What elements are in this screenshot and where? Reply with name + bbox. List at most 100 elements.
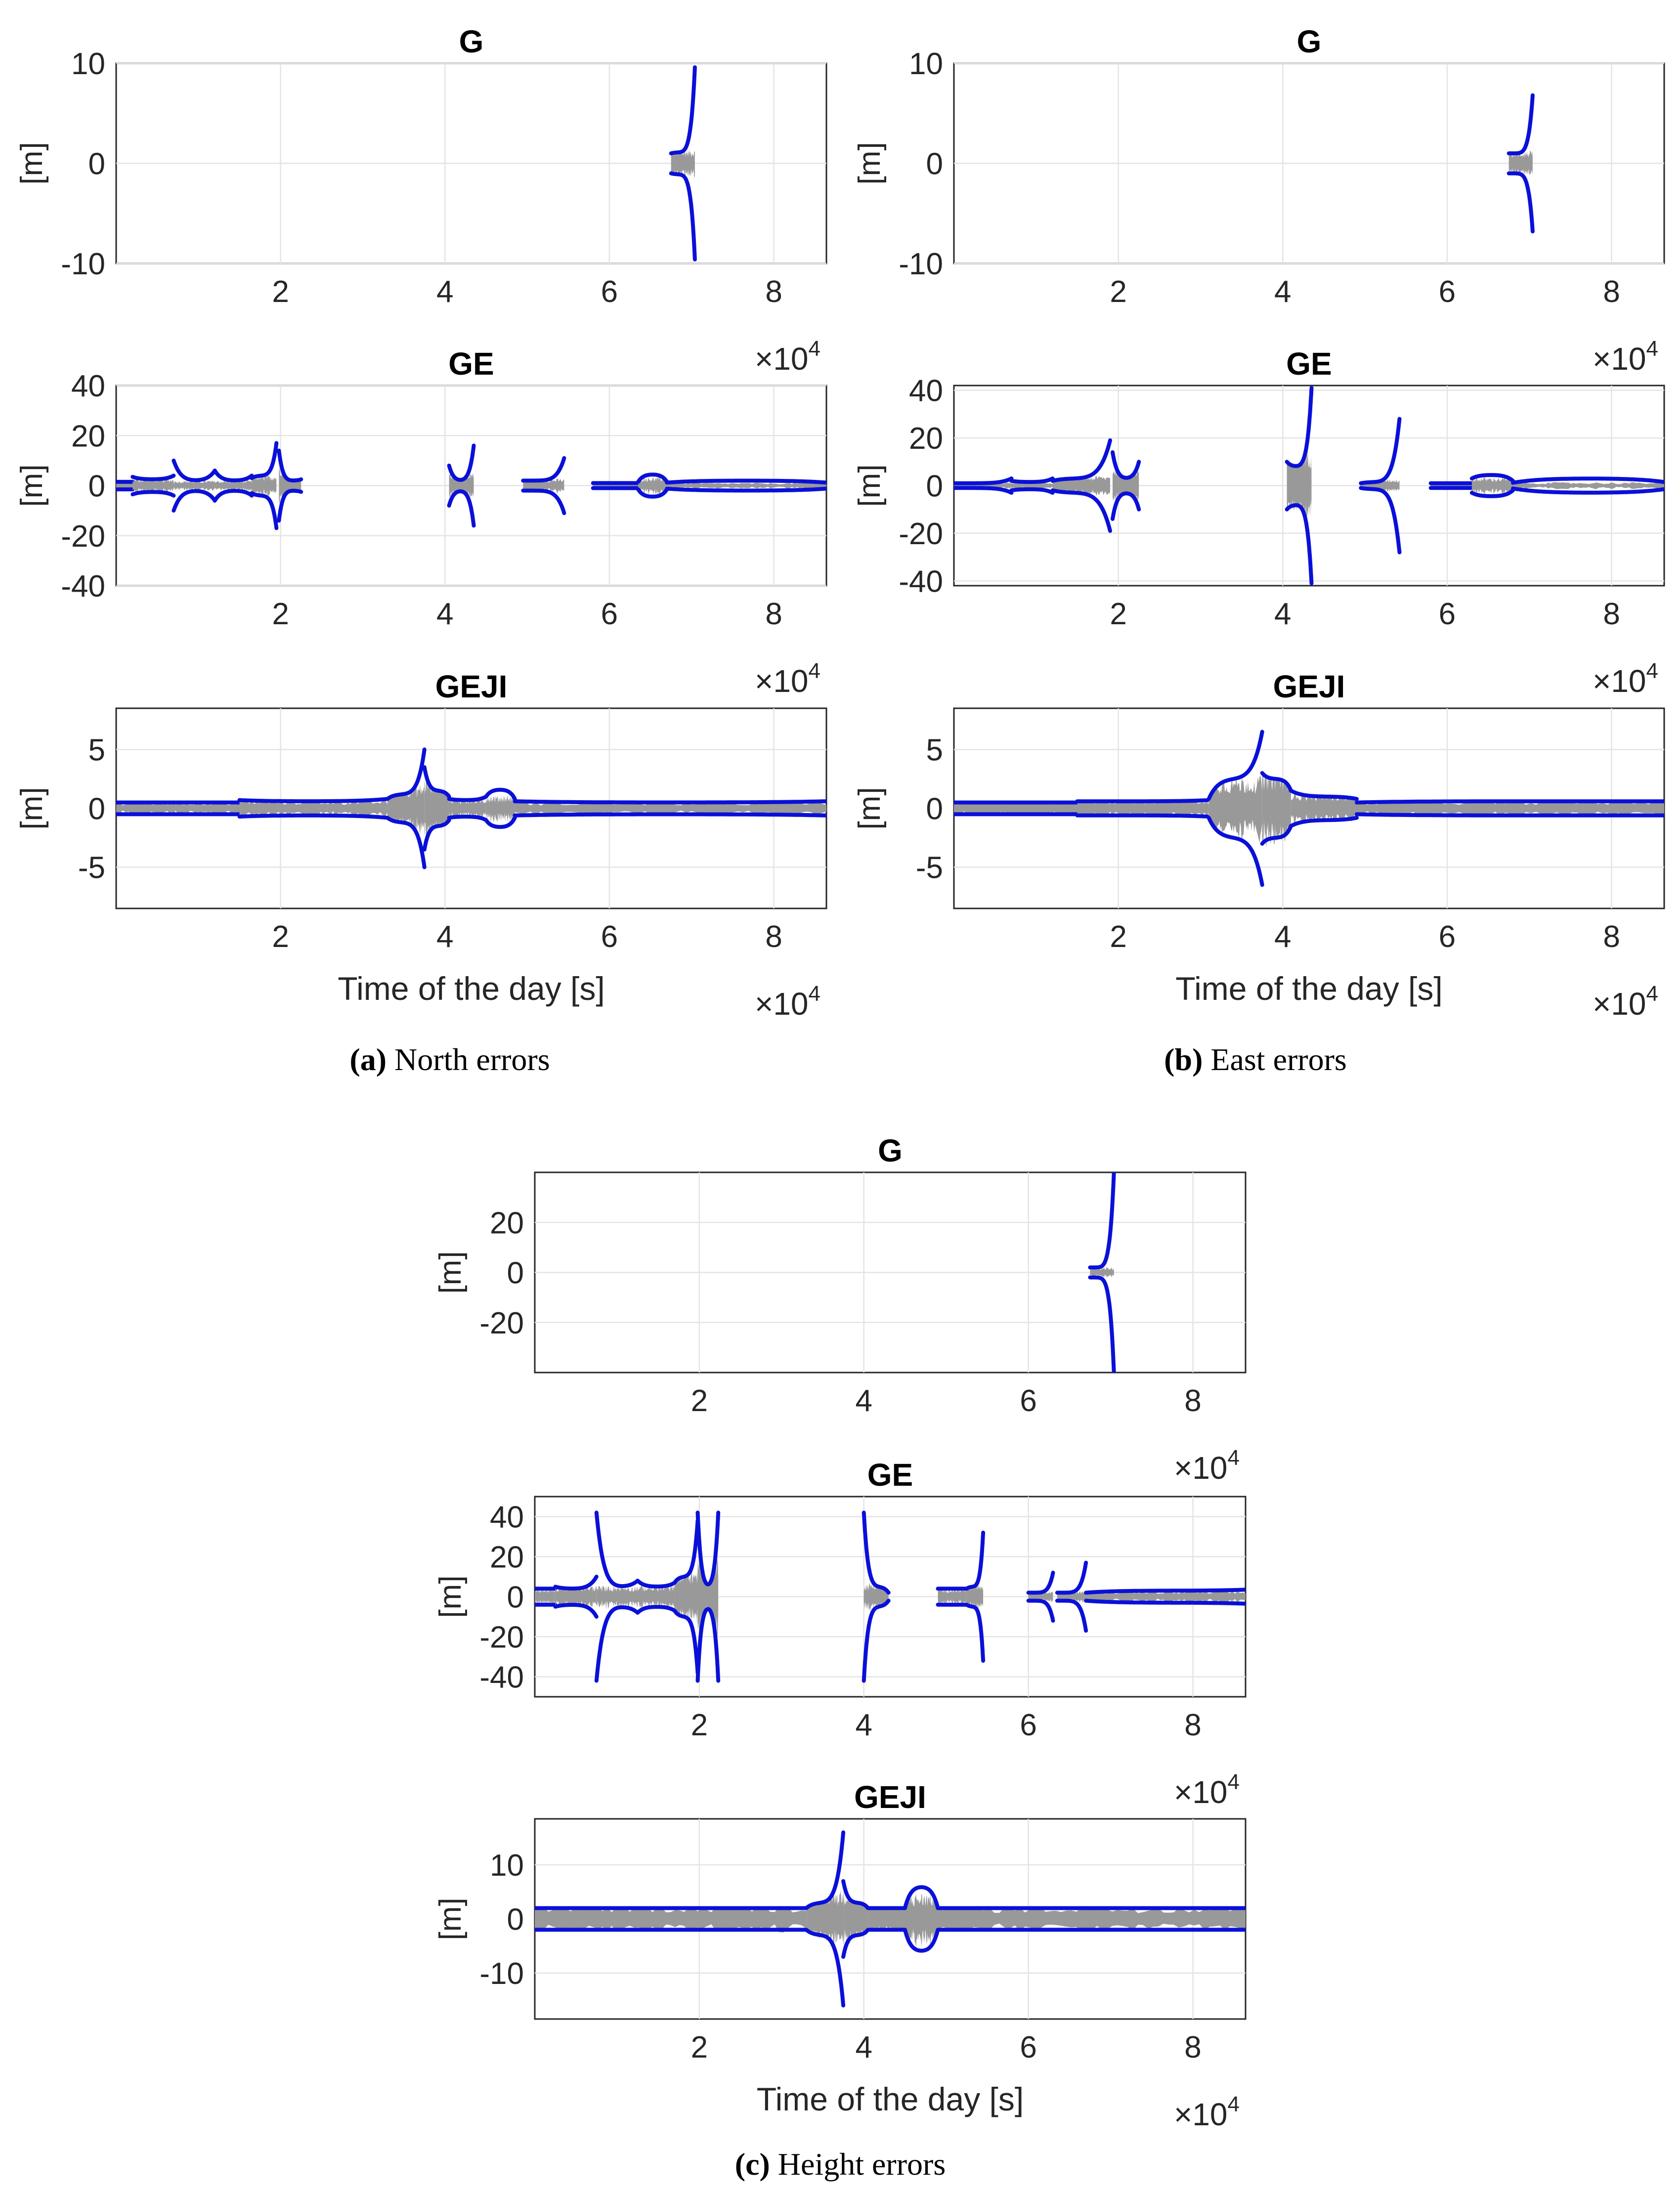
- panel-a-geji-segment-3-envelope-lower: [422, 818, 451, 852]
- panel-b-geji-ytick-label: -5: [916, 851, 943, 885]
- panel-a-ge-xmultiplier-exp: 4: [809, 659, 820, 683]
- panel-c-ge-segment-1-envelope-upper: [553, 1575, 599, 1591]
- panel-a-ge-segment-4-errors: [252, 475, 277, 497]
- panel-c-ge-segment-10-envelope-upper: [1055, 1560, 1088, 1595]
- panel-b-geji-segment-1-envelope-upper: [1075, 798, 1211, 804]
- panel-a-g-xtick-label: 8: [765, 275, 782, 309]
- panel-b-geji-xlabel: Time of the day [s]: [1175, 970, 1442, 1007]
- panel-b-g-xtick-label: 6: [1439, 275, 1456, 309]
- panel-c-ge-segment-8-envelope-lower: [964, 1602, 986, 1663]
- panel-b-geji-ylabel: [m]: [853, 787, 887, 829]
- panel-c-g-segment-0-envelope-lower: [1088, 1275, 1116, 1373]
- panel-b-ge-xmultiplier-base: ×10: [1593, 663, 1646, 699]
- panel-b-ge-title: GE: [1286, 346, 1332, 382]
- panel-c-ge-segment-6-envelope-upper: [862, 1510, 891, 1595]
- panel-b-ge-segment-7-errors: [1471, 477, 1513, 495]
- panel-c-g-ytick-label: 0: [507, 1256, 524, 1290]
- panel-a-geji-segment-6-errors: [515, 802, 826, 816]
- panel-b-ge-data: [954, 386, 1664, 586]
- panel-c-ge-segment-7-errors: [938, 1588, 967, 1606]
- panel-a-ge-segment-9-errors: [638, 476, 667, 495]
- panel-c-g-xmultiplier-exp: 4: [1228, 1446, 1240, 1470]
- panel-a-g-xtick-label: 4: [436, 275, 453, 309]
- panel-a-g-ytick-label: 0: [88, 147, 105, 181]
- panel-a-g-data: [669, 65, 697, 261]
- panel-a-g-xmultiplier: ×104: [755, 337, 820, 377]
- panel-c-ge-segment-11-errors: [1086, 1591, 1246, 1603]
- panel-c-geji-xtick-label: 8: [1184, 2030, 1201, 2064]
- panel-a-geji-segment-2-errors: [387, 784, 425, 835]
- panel-a-geji-segment-4-errors: [449, 798, 486, 819]
- panel-c-ge-xtick-label: 2: [691, 1708, 708, 1742]
- panel-a-g-ylabel: [m]: [15, 142, 49, 184]
- panel-c-geji-xmultiplier-exp: 4: [1228, 2092, 1240, 2116]
- panel-b-ge-segment-2-envelope-lower: [1050, 488, 1112, 533]
- panel-a-ge-segment-3-envelope-upper: [213, 469, 254, 482]
- panel-b-g-ylabel: [m]: [853, 142, 887, 184]
- panel-a-ge-segment-2-envelope-lower: [172, 489, 217, 513]
- panel-a-g-segment-0-envelope-upper: [669, 65, 697, 156]
- panel-c-ge-segment-4-errors: [674, 1569, 698, 1625]
- panel-c-geji-xmultiplier-base: ×10: [1174, 2097, 1228, 2132]
- panel-b-g-ytick-label: 0: [926, 147, 943, 181]
- panel-a-ge-ytick-label: 0: [88, 470, 105, 504]
- panel-c-ge-segment-6-envelope-lower: [862, 1598, 891, 1683]
- panel-a-ge-segment-4-envelope-upper: [250, 441, 279, 480]
- panel-a-geji-segment-0-errors: [116, 802, 240, 816]
- panel-a-ge-segment-1-envelope-upper: [130, 473, 176, 481]
- panel-b-g-data: [1507, 93, 1535, 234]
- caption-b: (b) East errors: [1164, 1042, 1347, 1077]
- panel-b-g-xtick-label: 4: [1274, 275, 1291, 309]
- panel-a-ge-segment-10-errors: [667, 482, 826, 489]
- panel-b-ge-segment-5-envelope-upper: [1359, 417, 1402, 485]
- panel-a-geji-segment-2-envelope-lower: [385, 816, 427, 869]
- panel-c-ge-ylabel: [m]: [433, 1575, 468, 1618]
- panel-a-geji-ytick-label: 5: [88, 733, 105, 767]
- panel-c-ge-xtick-label: 4: [855, 1708, 872, 1742]
- panel-b-geji-segment-5-errors: [1357, 801, 1664, 817]
- panel-b-geji-segment-4-errors: [1291, 792, 1357, 825]
- caption-a-label: (a): [349, 1042, 387, 1077]
- panel-a-geji-segment-1-envelope-upper: [237, 797, 389, 804]
- panel-a-ge-ytick-label: -40: [61, 569, 105, 603]
- panel-a-g-xmultiplier-base: ×10: [755, 341, 809, 377]
- panel-a-ge-segment-5-envelope-upper: [277, 448, 303, 483]
- caption-c-text: Height errors: [778, 2147, 946, 2182]
- panel-c-ge-segment-5-envelope-lower: [695, 1607, 721, 1683]
- panel-c-ge-segment-2-envelope-lower: [594, 1605, 640, 1683]
- panel-c-geji-ytick-label: 10: [490, 1849, 524, 1883]
- panel-a-geji-ytick-label: 0: [88, 792, 105, 826]
- panel-c-g-xtick-label: 8: [1184, 1384, 1201, 1418]
- panel-a-geji-data: [116, 747, 826, 869]
- panel-b-g-segment-0-envelope-upper: [1507, 93, 1535, 156]
- caption-c-label: (c): [735, 2147, 770, 2182]
- panel-a-ge-xmultiplier: ×104: [755, 659, 820, 699]
- panel-a-geji-segment-1-envelope-lower: [237, 813, 389, 820]
- panel-c-g-ytick-label: 20: [490, 1206, 524, 1240]
- panel-a-ge-ytick-label: -20: [61, 519, 105, 554]
- panel-b-g-xmultiplier: ×104: [1593, 337, 1658, 377]
- caption-b-text: East errors: [1210, 1042, 1346, 1077]
- panel-c-ge-ytick-label: 40: [490, 1501, 524, 1535]
- panel-b-geji-segment-2-envelope-upper: [1206, 730, 1264, 801]
- panel-a-ge-segment-6-envelope-upper: [447, 443, 476, 482]
- panel-b-g-xmultiplier-exp: 4: [1646, 337, 1658, 361]
- panel-a-geji-ylabel: [m]: [15, 787, 49, 829]
- panel-b-geji-xtick-label: 8: [1603, 920, 1620, 954]
- panel-a-geji-xmultiplier: ×104: [755, 982, 820, 1022]
- panel-a-ge-xtick-label: 4: [436, 597, 453, 631]
- panel-c-ge-title: GE: [867, 1457, 913, 1493]
- panel-b-geji-segment-3-envelope-lower: [1260, 824, 1293, 846]
- panel-b-geji-ytick-label: 5: [926, 733, 943, 767]
- panel-c-ge-segment-1-errors: [555, 1586, 597, 1608]
- panel-a-ge-segment-2-errors: [173, 480, 215, 492]
- caption-a: (a) North errors: [349, 1042, 550, 1077]
- caption-b-label: (b): [1164, 1042, 1203, 1077]
- panel-b-geji-data: [954, 730, 1664, 887]
